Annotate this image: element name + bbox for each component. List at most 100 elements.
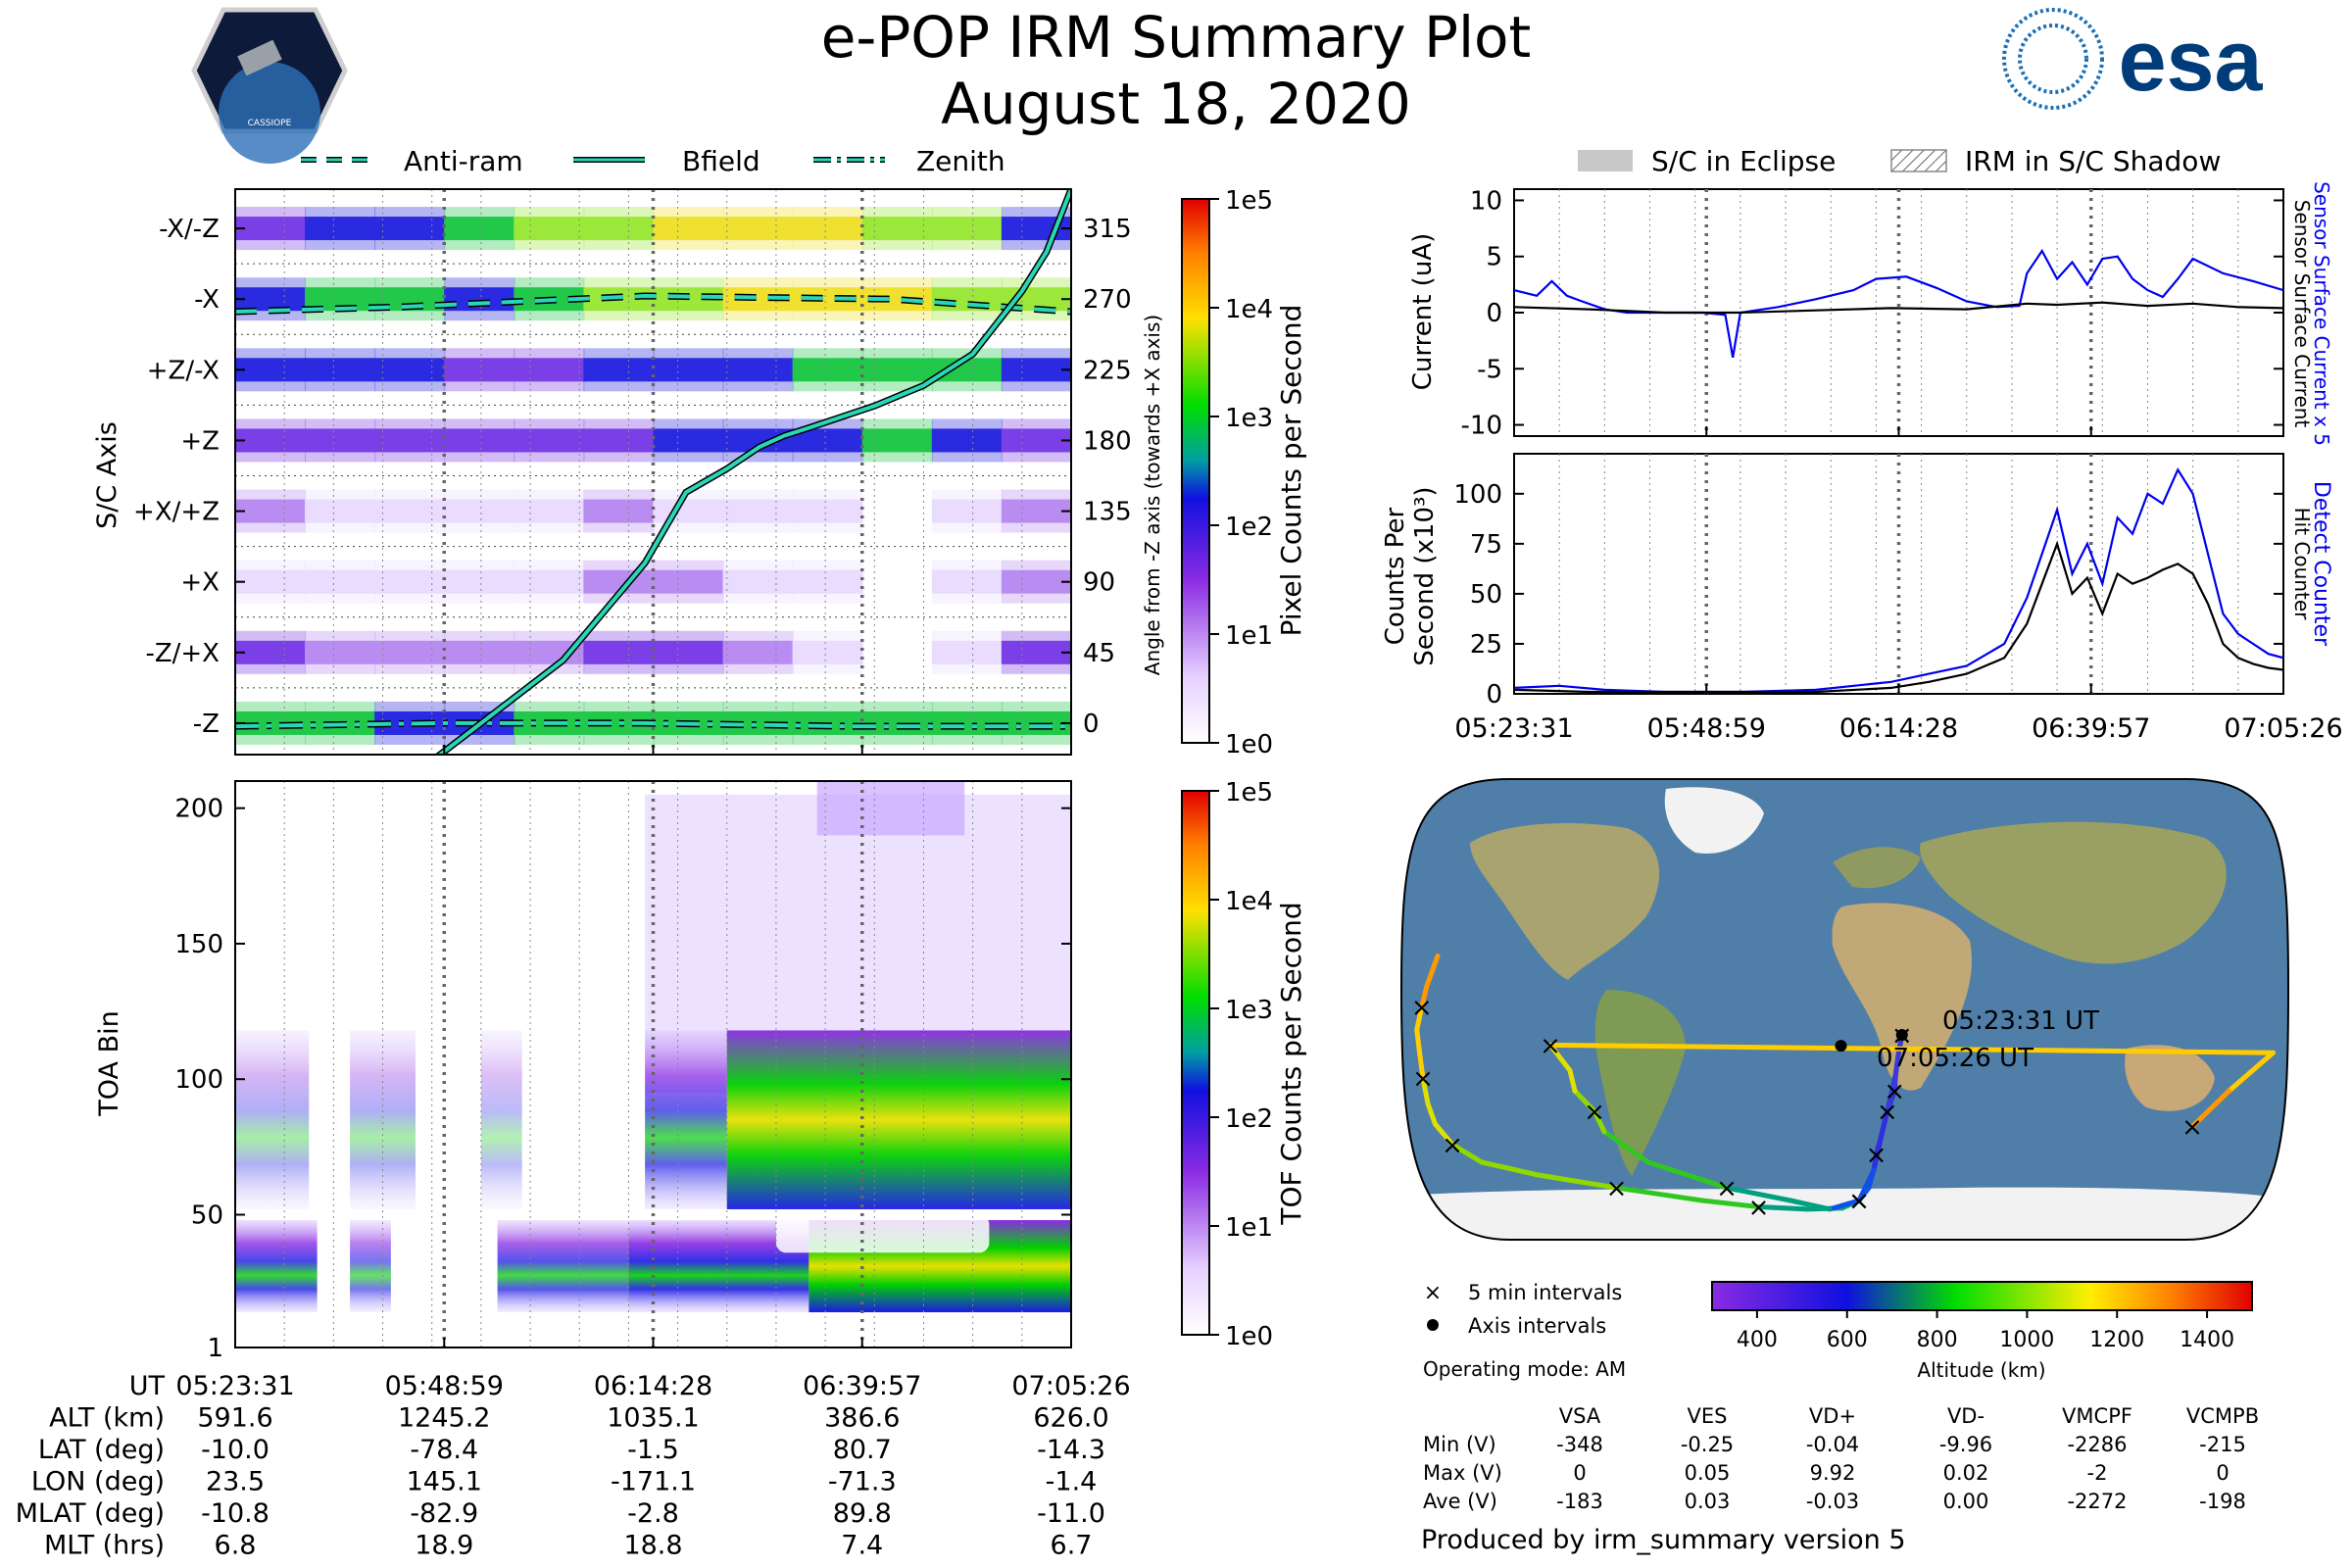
legend-zenith: Zenith [916, 145, 1005, 177]
heat-cell [444, 428, 515, 453]
heat-cell [374, 640, 446, 664]
altitude-tick-label: 1400 [2180, 1328, 2234, 1352]
heat-cell [653, 217, 724, 241]
voltage-cell: -2272 [2067, 1490, 2127, 1513]
pixel-traces [235, 189, 1071, 755]
voltage-cell: -348 [1556, 1433, 1603, 1456]
track-segment [1893, 1053, 1901, 1076]
heat-cell [722, 217, 794, 241]
heat-cell [792, 569, 863, 594]
heat-cell [861, 358, 933, 382]
pixel-ytick-label: -X [194, 285, 220, 315]
heat-cell [514, 499, 585, 523]
voltage-cell: 0 [2216, 1461, 2229, 1485]
heat-cell [722, 569, 794, 594]
heat-cell [1001, 569, 1071, 594]
africa [1832, 903, 1972, 1091]
track-segment [1424, 953, 1441, 990]
ut-cell: 06:39:57 [803, 1371, 921, 1401]
ut-cell: 145.1 [407, 1467, 482, 1497]
five-min-marker: × [1412, 1064, 1434, 1094]
ut-cell: -10.0 [201, 1435, 270, 1465]
north-america [1470, 823, 1660, 980]
series-line [1514, 301, 2283, 315]
track-segment [1724, 1185, 1793, 1203]
five-min-marker: × [2181, 1113, 2203, 1143]
legend-bfield: Bfield [682, 145, 760, 177]
heat-cell [931, 640, 1003, 664]
track-segment [1433, 1121, 1455, 1148]
voltage-cell: 0 [1573, 1461, 1586, 1485]
south-america [1594, 990, 1686, 1176]
heat-cell [305, 428, 376, 453]
agency-logo-text: esa [2119, 12, 2264, 109]
tof-heatmap [235, 781, 1071, 1313]
heat-cell [792, 640, 863, 664]
pixel-colorbar-tick-label: 1e3 [1225, 404, 1273, 433]
current-right-label-blue: Sensor Surface Current x 5 [2310, 181, 2333, 446]
series-line [1514, 248, 2283, 358]
current-ylabel: Current (uA) [1408, 233, 1438, 390]
map-legend: × 5 min intervals Axis intervals Operati… [1423, 1281, 1626, 1381]
altitude-tick-label: 1200 [2089, 1328, 2144, 1352]
heat-cell [653, 428, 724, 453]
xtick-label: 07:05:26 [2224, 713, 2342, 744]
counts-lines [1514, 466, 2283, 694]
tof-gap [775, 1214, 990, 1253]
heat-cell [305, 640, 376, 664]
altitude-tick-label: 600 [1827, 1328, 1868, 1352]
tof-colorbar-tick-label: 1e1 [1225, 1213, 1273, 1243]
track-segment [1419, 984, 1430, 1009]
pixel-y2tick-label: 135 [1083, 498, 1132, 527]
heat-cell [374, 358, 446, 382]
tof-colorbar-label: TOF Counts per Second [1275, 902, 1307, 1225]
voltage-cell: 0.02 [1943, 1461, 1989, 1485]
trace-legend: Anti-ram Bfield Zenith [301, 145, 1005, 177]
track-segment [1547, 1042, 1573, 1073]
heat-cell [722, 640, 794, 664]
pixel-colorbar-tick-label: 1e1 [1225, 621, 1273, 651]
pixel-colorbar [1181, 198, 1210, 744]
track-segment [1665, 1193, 1705, 1203]
heat-cell [514, 569, 585, 594]
current-right-label-black: Sensor Surface Current [2290, 200, 2314, 428]
track-segment [1788, 1198, 1833, 1212]
heat-cell [861, 217, 933, 241]
ut-cell: 626.0 [1033, 1403, 1108, 1434]
orbit-track: ×××××××××××××××× [1411, 953, 2276, 1223]
heat-cell [861, 428, 933, 453]
ut-cell: 07:05:26 [1011, 1371, 1130, 1401]
pixel-y2tick-label: 180 [1083, 426, 1132, 456]
heat-cell [514, 358, 585, 382]
tof-colorbar-tick-label: 1e5 [1225, 778, 1273, 808]
voltage-cell: -183 [1556, 1490, 1603, 1513]
counts-right-label-black: Hit Counter [2290, 508, 2314, 620]
voltage-row-label: Max (V) [1423, 1461, 1502, 1485]
ytick-label: 5 [1486, 243, 1502, 272]
heat-cell [1001, 640, 1071, 664]
track-segment [1614, 1185, 1671, 1199]
pixel-y2tick-label: 225 [1083, 356, 1132, 385]
heat-cell [792, 217, 863, 241]
track-segment [1592, 1108, 1607, 1135]
current-lines [1514, 248, 2283, 358]
australia [2125, 1045, 2215, 1111]
speckle-top [816, 781, 965, 836]
voltage-column-header: VSA [1559, 1404, 1601, 1428]
track-segment [1871, 1129, 1886, 1173]
counts-ylabel-line1: Counts Per [1381, 507, 1410, 645]
tof-ylabel: TOA Bin [94, 1010, 124, 1116]
ut-cell: 23.5 [206, 1467, 265, 1497]
mission-logo: CASSIOPE [191, 7, 348, 164]
heat-cell [305, 569, 376, 594]
heat-cell [653, 358, 724, 382]
voltage-cell: 0.00 [1943, 1490, 1989, 1513]
five-min-marker: × [1884, 1077, 1905, 1106]
track-segment [1547, 1042, 2276, 1055]
voltage-cell: -198 [2199, 1490, 2246, 1513]
ut-cell: 05:48:59 [385, 1371, 504, 1401]
ut-row-label: ALT (km) [49, 1403, 165, 1434]
asia [1920, 821, 2227, 964]
heat-cell [931, 287, 1003, 312]
xtick-label: 05:23:31 [1454, 713, 1573, 744]
